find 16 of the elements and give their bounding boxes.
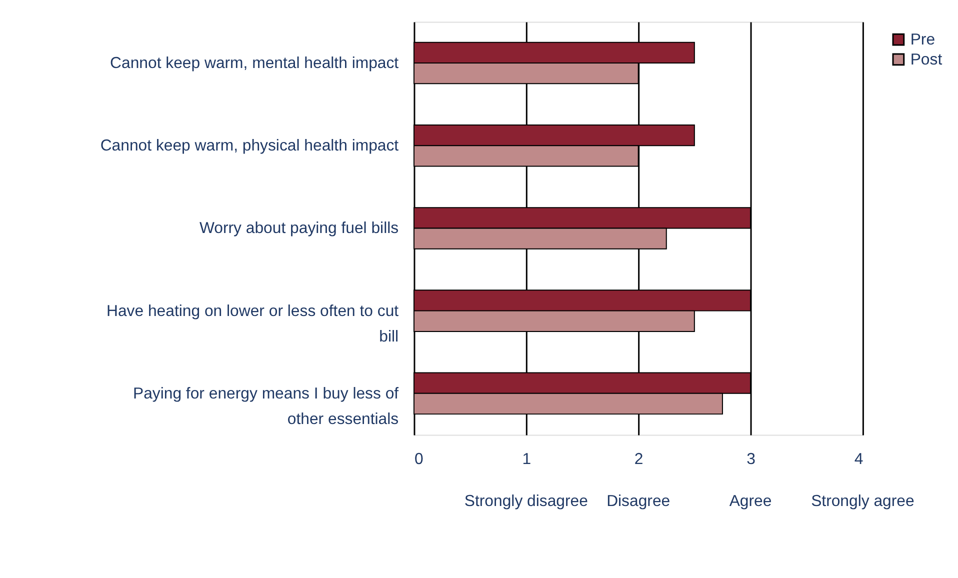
x-tick-label: 3 (746, 450, 756, 468)
x-tick-label: 0 (414, 450, 424, 468)
legend-label: Post (910, 51, 943, 68)
y-tick-label: Cannot keep warm, physical health impact (100, 138, 400, 155)
y-tick-label: Paying for energy means I buy less of other essentials (132, 385, 400, 428)
x-tick-label: 4 (854, 450, 864, 468)
x-tick-label: 2 (634, 450, 644, 468)
y-tick-label: Cannot keep warm, mental health impact (110, 54, 400, 72)
text: Agree (729, 493, 772, 510)
y-tick-label: Worry about paying fuel bills (199, 220, 399, 238)
text: Strongly agree (811, 493, 914, 510)
y-tick-label: Have heating on lower or less often to cut bill (106, 302, 400, 346)
text: Disagree (606, 493, 670, 510)
x-tick-label: 1 (522, 450, 532, 468)
text: Strongly disagree (464, 493, 588, 510)
legend-label: Pre (910, 32, 936, 49)
